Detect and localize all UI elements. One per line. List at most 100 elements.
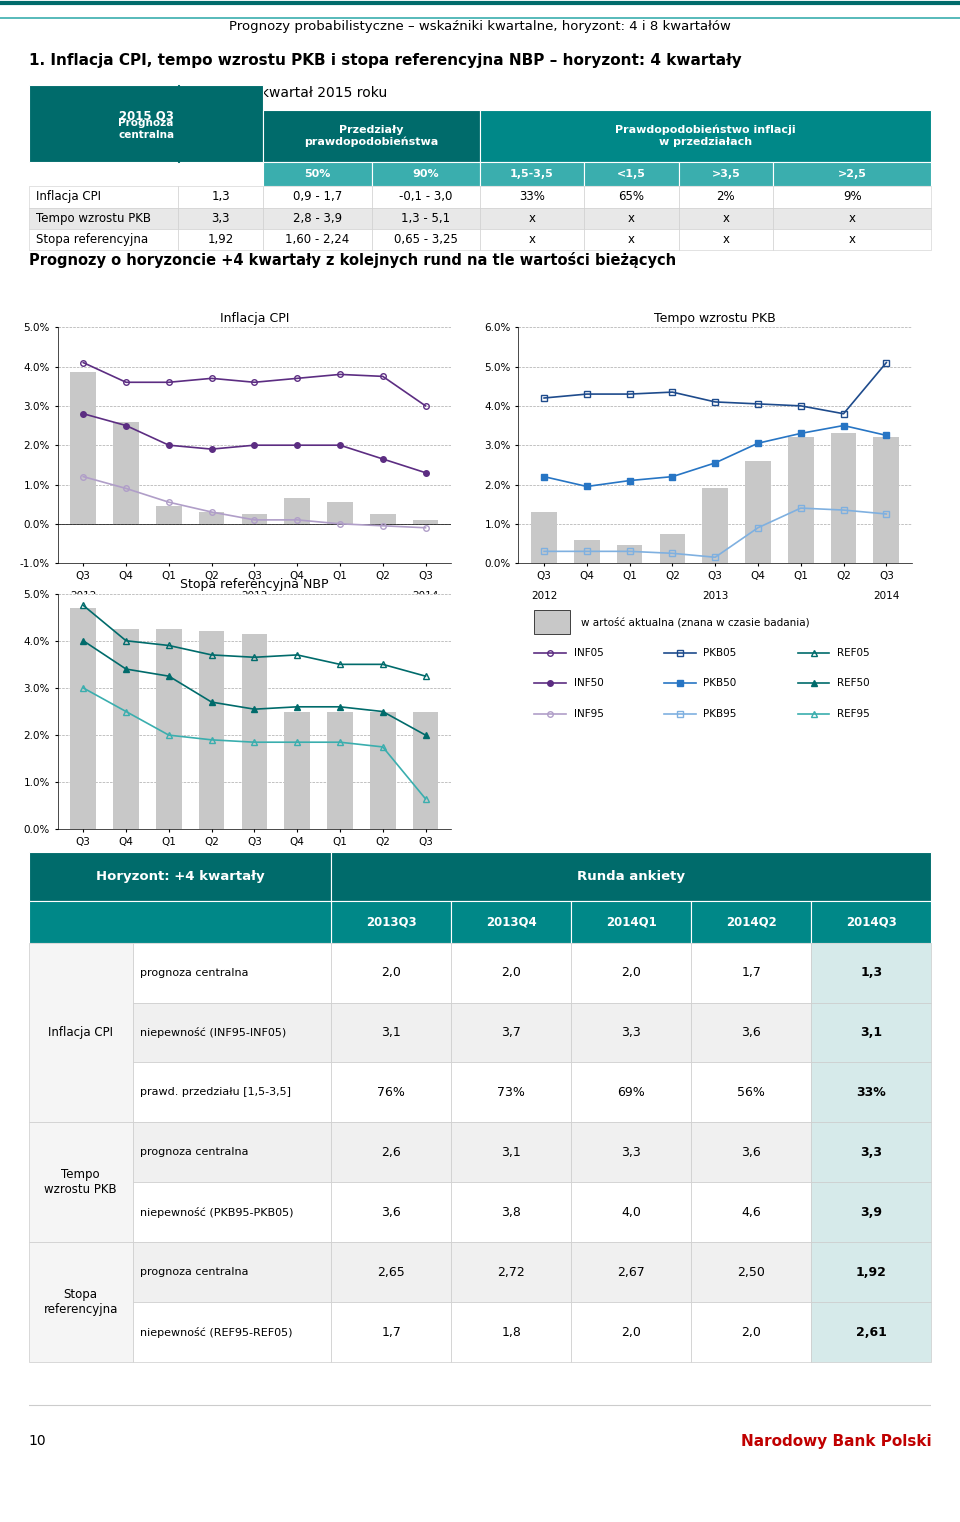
Bar	[29, 852, 331, 901]
Bar	[691, 901, 811, 942]
Bar	[29, 1242, 132, 1362]
Bar	[480, 110, 931, 161]
Bar	[691, 1242, 811, 1303]
Text: 3,3: 3,3	[621, 1026, 641, 1040]
Bar	[132, 1183, 331, 1242]
Text: 1,8: 1,8	[501, 1326, 521, 1339]
Bar	[811, 942, 931, 1003]
Text: Stopa
referencyjna: Stopa referencyjna	[43, 1288, 118, 1317]
Text: 1,3: 1,3	[211, 190, 229, 204]
Text: 0,9 - 1,7: 0,9 - 1,7	[293, 190, 342, 204]
Bar	[178, 186, 263, 207]
Bar	[788, 437, 814, 563]
Text: 1,3: 1,3	[860, 966, 882, 979]
Text: 2012: 2012	[531, 592, 557, 601]
Bar	[679, 207, 773, 228]
Bar	[811, 1122, 931, 1183]
Bar	[584, 161, 679, 186]
Text: 1,7: 1,7	[741, 966, 761, 979]
Text: 3,1: 3,1	[501, 1146, 521, 1158]
Bar	[284, 498, 310, 524]
Bar	[811, 1242, 931, 1303]
Text: 2,0: 2,0	[381, 966, 401, 979]
Bar	[584, 186, 679, 207]
Text: 2,6: 2,6	[381, 1146, 401, 1158]
Text: niepewność (PKB95-PKB05): niepewność (PKB95-PKB05)	[140, 1207, 294, 1218]
Text: >3,5: >3,5	[711, 169, 740, 180]
Bar	[571, 1062, 691, 1122]
Bar	[331, 1122, 451, 1183]
Bar	[451, 1003, 571, 1062]
Text: 1,92: 1,92	[855, 1266, 887, 1278]
Text: 4,0: 4,0	[621, 1205, 641, 1219]
Title: Tempo wzrostu PKB: Tempo wzrostu PKB	[655, 312, 776, 324]
Text: Prognoza
centralna: Prognoza centralna	[118, 107, 174, 140]
Text: prognoza centralna: prognoza centralna	[140, 1148, 249, 1157]
Bar	[451, 1303, 571, 1362]
Bar	[480, 161, 584, 186]
Text: 2013: 2013	[241, 592, 268, 601]
Text: 33%: 33%	[519, 190, 545, 204]
Text: 2014Q3: 2014Q3	[846, 915, 897, 928]
Bar	[70, 607, 96, 829]
Text: 2014: 2014	[874, 592, 900, 601]
Text: 3,6: 3,6	[741, 1026, 761, 1040]
Bar	[263, 207, 372, 228]
Text: PKB05: PKB05	[704, 647, 736, 658]
Text: x: x	[628, 212, 635, 225]
Text: Prawdopodobieństwo inflacji
w przedziałach: Prawdopodobieństwo inflacji w przedziała…	[615, 125, 796, 146]
Bar	[574, 539, 600, 563]
Bar	[811, 1303, 931, 1362]
Text: prognoza centralna: prognoza centralna	[140, 968, 249, 977]
Text: 2%: 2%	[716, 190, 735, 204]
Bar	[372, 186, 480, 207]
Text: x: x	[528, 212, 536, 225]
Bar	[331, 1183, 451, 1242]
Bar	[745, 461, 771, 563]
Text: 3,3: 3,3	[621, 1146, 641, 1158]
Text: x: x	[723, 212, 730, 225]
Bar	[571, 1303, 691, 1362]
Text: 2012: 2012	[70, 592, 96, 601]
Text: 3,7: 3,7	[501, 1026, 521, 1040]
Bar	[372, 228, 480, 250]
Bar	[571, 1183, 691, 1242]
Text: 3,8: 3,8	[501, 1205, 521, 1219]
Text: 1,60 - 2,24: 1,60 - 2,24	[285, 233, 349, 247]
Bar	[811, 901, 931, 942]
Text: 2,50: 2,50	[737, 1266, 765, 1278]
Bar	[531, 511, 557, 563]
Text: Tempo wzrostu PKB: Tempo wzrostu PKB	[36, 212, 151, 225]
Bar	[331, 1242, 451, 1303]
Bar	[811, 1062, 931, 1122]
Text: 2013Q3: 2013Q3	[366, 915, 417, 928]
Bar	[811, 1183, 931, 1242]
Bar	[263, 186, 372, 207]
Text: Bieżące badanie: prognozy na 3. kwartał 2015 roku: Bieżące badanie: prognozy na 3. kwartał …	[29, 85, 387, 100]
Text: Przedziały
prawdopodobieństwa: Przedziały prawdopodobieństwa	[304, 125, 439, 146]
Text: prognoza centralna: prognoza centralna	[140, 1268, 249, 1277]
Bar	[773, 161, 931, 186]
Bar	[178, 228, 263, 250]
Text: niepewność (INF95-INF05): niepewność (INF95-INF05)	[140, 1027, 286, 1038]
Text: 2014Q1: 2014Q1	[606, 915, 657, 928]
Bar	[451, 942, 571, 1003]
Bar	[534, 610, 569, 633]
Bar	[691, 1122, 811, 1183]
Bar	[691, 1303, 811, 1362]
Bar	[413, 712, 439, 829]
Bar	[584, 228, 679, 250]
Bar	[199, 632, 225, 829]
Text: PKB50: PKB50	[704, 679, 736, 688]
Bar	[370, 514, 396, 524]
Text: x: x	[528, 233, 536, 247]
Text: 2012: 2012	[70, 858, 96, 868]
Text: niepewność (REF95-REF05): niepewność (REF95-REF05)	[140, 1327, 292, 1338]
Text: 4,6: 4,6	[741, 1205, 761, 1219]
Bar	[327, 502, 353, 524]
Bar	[372, 207, 480, 228]
Bar	[132, 1303, 331, 1362]
Bar	[29, 942, 132, 1122]
Text: x: x	[849, 233, 855, 247]
Text: 69%: 69%	[617, 1085, 645, 1099]
